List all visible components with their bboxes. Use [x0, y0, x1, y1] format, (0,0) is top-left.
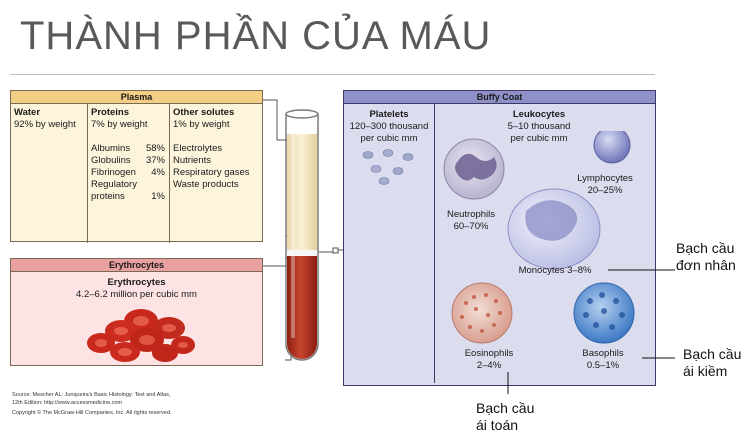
buffy-column-divider: [434, 103, 435, 383]
solute-item: Waste products: [173, 179, 239, 190]
protein-item: Regulatory: [91, 179, 137, 190]
plasma-panel: Plasma Water 92% by weight Proteins 7% b…: [10, 90, 263, 243]
annotation-pointers: [507, 269, 675, 394]
eosinophils-label: Eosinophils: [464, 348, 514, 359]
solute-item: Electrolytes: [173, 143, 223, 154]
leukocytes-illustration: [443, 131, 635, 344]
lymphocytes-label: Lymphocytes: [577, 173, 633, 184]
test-tube-illustration: [285, 109, 319, 361]
proteins-detail: 7% by weight: [91, 119, 148, 130]
solute-item: Respiratory gases: [173, 167, 250, 178]
protein-item: Fibrinogen 4%: [91, 167, 165, 178]
water-heading: Water: [14, 107, 41, 118]
erythrocytes-count: 4.2–6.2 million per cubic mm: [76, 289, 197, 300]
protein-item: Globulins 37%: [91, 155, 165, 166]
protein-item: proteins 1%: [91, 191, 165, 202]
leukocytes-title: Leukocytes: [512, 109, 566, 120]
plasma-column-divider: [169, 103, 170, 243]
basophils-label: Basophils: [582, 348, 624, 359]
solute-item: Nutrients: [173, 155, 212, 166]
plasma-column-divider: [87, 103, 88, 243]
neutrophils-label: Neutrophils: [446, 209, 496, 220]
monocyte-annotation-line1: Bạch cầu: [676, 240, 735, 256]
water-detail: 92% by weight: [14, 119, 76, 130]
erythrocytes-header: Erythrocytes: [11, 259, 262, 272]
red-blood-cells-illustration: [87, 309, 195, 362]
protein-item: Albumins 58%: [91, 143, 165, 154]
eosinophil-annotation-line1: Bạch cầu: [476, 400, 535, 416]
basophil-annotation-line2: ái kiềm: [683, 363, 728, 379]
page-title: THÀNH PHẦN CỦA MÁU: [20, 14, 492, 58]
source-line: Source: Mescher AL: Junqueira's Basic Hi…: [12, 392, 171, 398]
eosinophil-annotation-line2: ái toán: [476, 417, 519, 433]
erythrocytes-panel: Erythrocytes Erythrocytes 4.2–6.2 millio…: [10, 258, 263, 366]
source-line: 12th Edition: http://www.accessmedicine.…: [12, 400, 123, 406]
leukocytes-count: 5–10 thousand: [507, 121, 571, 132]
title-divider: [10, 74, 655, 75]
lymphocytes-percent: 20–25%: [587, 185, 623, 196]
eosinophils-percent: 2–4%: [476, 360, 502, 371]
basophils-percent: 0.5–1%: [586, 360, 620, 371]
platelets-illustration: [362, 149, 414, 185]
buffy-coat-header: Buffy Coat: [344, 91, 655, 104]
other-solutes-detail: 1% by weight: [173, 119, 230, 130]
leukocytes-unit: per cubic mm: [510, 133, 568, 144]
plasma-header: Plasma: [11, 91, 262, 104]
erythrocytes-title: Erythrocytes: [107, 277, 166, 288]
platelets-count: 120–300 thousand: [349, 121, 429, 132]
proteins-heading: Proteins: [91, 107, 130, 118]
basophil-annotation-line1: Bạch cầu: [683, 346, 742, 362]
monocyte-annotation-line2: đơn nhân: [676, 257, 736, 273]
buffy-coat-panel: Buffy Coat Platelets 120–300 thousand pe…: [343, 90, 656, 386]
neutrophils-percent: 60–70%: [453, 221, 489, 232]
other-solutes-heading: Other solutes: [173, 107, 235, 118]
protein-list: Albumins 58% Globulins 37% Fibrinogen 4%…: [91, 143, 165, 203]
platelets-unit: per cubic mm: [360, 133, 418, 144]
copyright-line: Copyright © The McGraw-Hill Companies, I…: [12, 410, 172, 416]
monocytes-label: Monocytes 3–8%: [518, 265, 592, 276]
platelets-title: Platelets: [369, 109, 409, 120]
